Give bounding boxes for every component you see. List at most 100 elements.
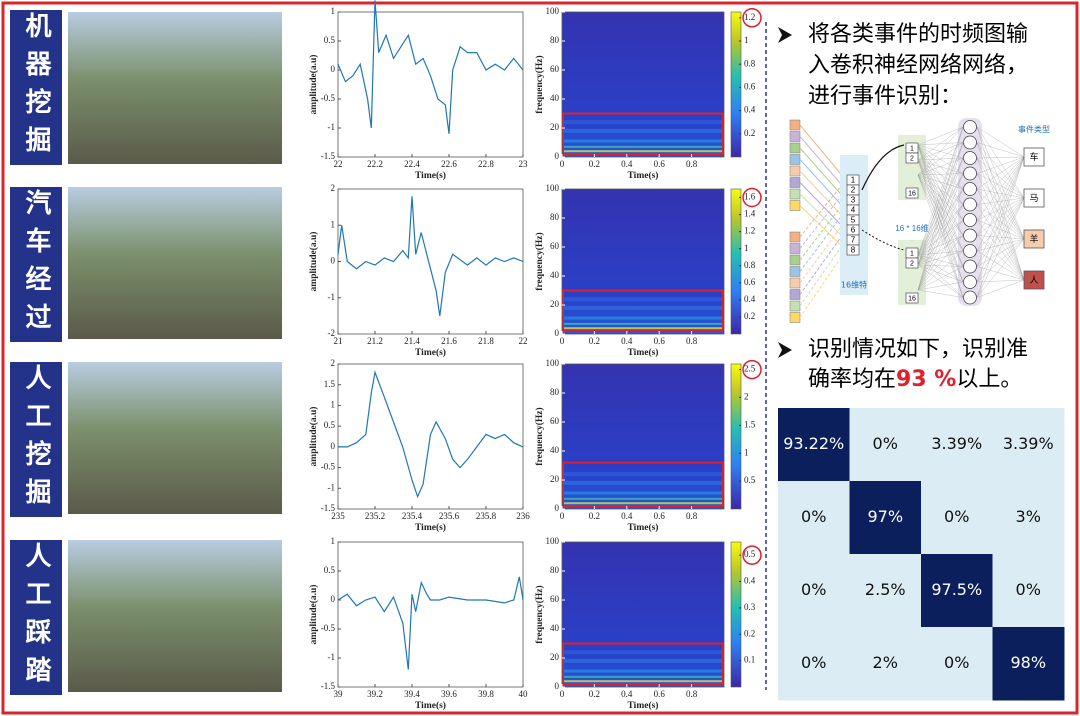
- connection: [799, 205, 847, 251]
- y-tick-label: 0: [331, 256, 336, 266]
- y-tick-label: -1.5: [321, 151, 336, 161]
- connection: [917, 144, 964, 236]
- connection: [917, 157, 964, 266]
- colorbar-tick-label: 0.5: [744, 549, 756, 559]
- colorbar-tick-label: 0.4: [744, 105, 756, 115]
- connection: [917, 142, 964, 266]
- matrix-cell: [849, 408, 922, 482]
- highlight-box: [562, 461, 724, 508]
- x-axis-label: Time(s): [628, 522, 659, 533]
- matrix-value: 98%: [1010, 653, 1046, 672]
- connection: [976, 142, 1025, 158]
- y-tick-label: -1: [328, 292, 336, 302]
- highlight-box: [562, 642, 724, 686]
- x-tick-label: 39: [334, 689, 344, 699]
- bullet-text: 入卷积神经网络网络，: [808, 53, 1028, 78]
- y-tick-label: 80: [550, 35, 560, 45]
- connection: [976, 156, 1025, 298]
- connection: [917, 126, 964, 256]
- connection: [917, 126, 964, 291]
- output-title: 事件类型: [1018, 124, 1050, 134]
- x-tick-label: 236: [516, 511, 530, 521]
- spectrogram-frame: [561, 11, 725, 158]
- fmap-cell: [905, 152, 919, 164]
- y-tick-label: 80: [550, 565, 560, 575]
- connection: [917, 235, 964, 291]
- connection: [917, 250, 964, 256]
- x-tick-label: 0.6: [654, 689, 666, 699]
- connection: [976, 250, 1025, 281]
- matrix-value: 0%: [944, 653, 969, 672]
- neuron: [963, 213, 977, 227]
- colorbar-tick-label: 1: [744, 447, 749, 457]
- x-axis-label: Time(s): [415, 170, 446, 181]
- y-tick-label: 40: [550, 623, 560, 633]
- connection: [976, 142, 1025, 281]
- bullet-arrow: [778, 27, 792, 43]
- y-axis-label: amplitude(a.u): [308, 585, 319, 645]
- x-axis-label: Time(s): [415, 347, 446, 358]
- connection: [976, 197, 1025, 236]
- neuron: [963, 166, 977, 181]
- connection: [976, 279, 1025, 298]
- connection: [917, 188, 964, 256]
- connection: [917, 204, 964, 291]
- x-tick-label: 22.4: [404, 159, 420, 169]
- y-axis-label: amplitude(a.u): [308, 55, 319, 115]
- fmap-label: 16 * 16维: [895, 223, 928, 233]
- matrix-cell: [778, 554, 850, 628]
- output-class: 羊: [1029, 233, 1038, 244]
- fmap-cell: [905, 257, 919, 269]
- connection: [976, 126, 1025, 281]
- connection: [799, 249, 847, 318]
- event-label-box: [10, 10, 62, 165]
- matrix-value: 3.39%: [931, 434, 982, 453]
- fmap-number: 16: [908, 295, 916, 302]
- x-tick-label: 39.2: [367, 689, 383, 699]
- y-tick-label: 1: [331, 536, 336, 546]
- connection: [976, 157, 1025, 281]
- connection: [917, 144, 964, 267]
- connection: [976, 126, 1025, 199]
- connection: [917, 204, 964, 256]
- fmap-number: 1: [910, 145, 914, 152]
- x-tick-label: 0: [560, 689, 565, 699]
- matrix-cell: [992, 627, 1065, 701]
- colorbar: [730, 188, 742, 335]
- x-tick-label: 0.2: [589, 336, 600, 346]
- matrix-cell: [921, 554, 993, 628]
- input-cell: [789, 300, 801, 312]
- y-tick-label: -2: [328, 328, 336, 338]
- connection: [799, 209, 847, 272]
- connection: [917, 157, 964, 291]
- event-photo: [68, 540, 282, 692]
- x-tick-label: 22.2: [367, 159, 383, 169]
- bullet-span: 93 %: [896, 367, 956, 392]
- input-cell: [789, 131, 801, 142]
- connection: [917, 219, 964, 291]
- y-tick-label: 0: [331, 594, 336, 604]
- x-tick-label: 235.6: [439, 511, 460, 521]
- connection: [917, 289, 964, 298]
- conv-label: 16维特: [841, 280, 867, 290]
- fmap-number: 2: [910, 260, 914, 267]
- connection: [976, 156, 1025, 190]
- bullet-text: 进行事件识别：: [808, 84, 962, 109]
- connection: [976, 219, 1025, 240]
- connection: [799, 136, 847, 191]
- x-tick-label: 0.8: [686, 689, 698, 699]
- input-cell: [789, 312, 801, 323]
- y-axis-label: frequency(Hz): [534, 585, 545, 643]
- matrix-value: 0%: [944, 507, 969, 526]
- connection: [917, 142, 964, 176]
- event-photo: [68, 187, 282, 339]
- waveform-line: [338, 370, 524, 499]
- x-tick-label: 23: [519, 159, 529, 169]
- input-cell: [789, 177, 801, 188]
- y-tick-label: -1: [328, 652, 336, 662]
- input-cell: [789, 165, 801, 177]
- y-tick-label: 100: [546, 183, 560, 193]
- matrix-cell: [849, 627, 922, 701]
- input-cell: [789, 154, 801, 165]
- x-tick-label: 39.6: [441, 689, 457, 699]
